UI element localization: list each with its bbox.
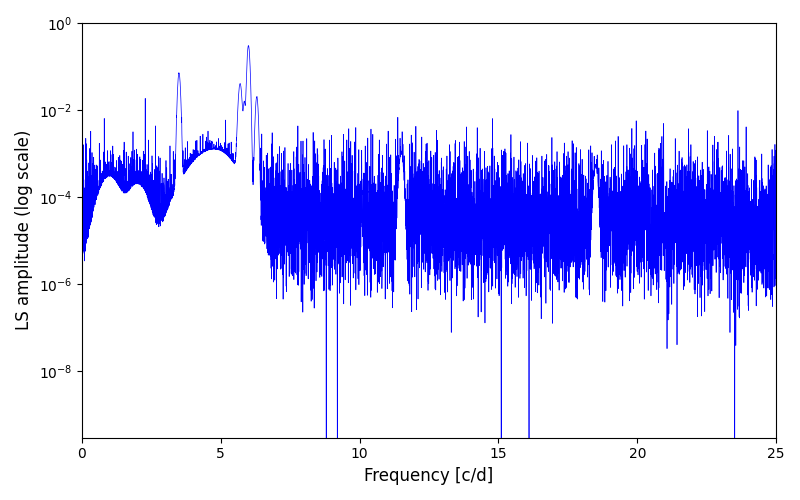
Y-axis label: LS amplitude (log scale): LS amplitude (log scale) (15, 130, 33, 330)
X-axis label: Frequency [c/d]: Frequency [c/d] (364, 467, 494, 485)
